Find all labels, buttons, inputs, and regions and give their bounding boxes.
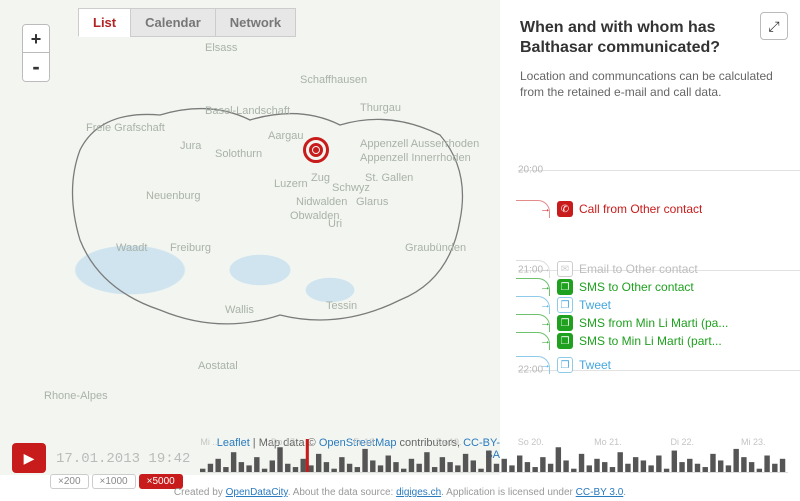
event-label: SMS from Min Li Marti (pa...	[579, 316, 728, 330]
event-type-icon: ❐	[557, 315, 573, 331]
timeline-tick-label: 20:00	[518, 165, 543, 176]
timeline-event[interactable]: →❐SMS from Min Li Marti (pa...	[540, 314, 792, 332]
opendatacity-link[interactable]: OpenDataCity	[226, 487, 288, 498]
region-label: Zug	[311, 172, 330, 184]
zoom-control: + -	[22, 24, 50, 82]
event-label: SMS to Other contact	[579, 280, 694, 294]
region-label: Wallis	[225, 304, 254, 316]
region-label: Nidwalden	[296, 196, 347, 208]
credits-text: . Application is licensed under	[441, 487, 576, 498]
histogram-day-label: Do 17.	[271, 437, 298, 447]
timeline-event[interactable]: →❐Tweet	[540, 356, 792, 374]
region-label: Schwyz	[332, 182, 370, 194]
playback-bar: ▶ 17.01.2013 19:42 Mi ... Do 17. Fr 18. Sa …	[12, 437, 788, 473]
zoom-out-button[interactable]: -	[23, 53, 49, 81]
timeline-event[interactable]: →❐Tweet	[540, 296, 792, 314]
region-label: Rhone-Alpes	[44, 390, 108, 402]
credits-text: . About the data source:	[288, 487, 396, 498]
region-label: Solothurn	[215, 148, 262, 160]
datasource-link[interactable]: digiges.ch	[396, 487, 441, 498]
region-label: Waadt	[116, 242, 147, 254]
timeline-event[interactable]: →❐SMS to Other contact	[540, 278, 792, 296]
timeline-event[interactable]: →✆Call from Other contact	[540, 200, 792, 218]
region-label: Tessin	[326, 300, 357, 312]
histogram-day-label: Sa 19.	[435, 437, 461, 447]
region-label: Schaffhausen	[300, 74, 367, 86]
credits: Created by OpenDataCity. About the data …	[0, 487, 800, 501]
histogram-day-label: Fr 18.	[353, 437, 377, 447]
region-label: Aostatal	[198, 360, 238, 372]
histogram-day-label: Mi ...	[200, 437, 220, 447]
timestamp-display: 17.01.2013 19:42	[50, 451, 196, 473]
activity-histogram[interactable]: Mi ... Do 17. Fr 18. Sa 19. So 20. Mo 21. Di 2…	[200, 439, 788, 473]
event-type-icon: ❐	[557, 297, 573, 313]
tab-network[interactable]: Network	[215, 8, 296, 37]
region-label: Appenzell Ausserrhoden	[360, 138, 479, 150]
region-label: Thurgau	[360, 102, 401, 114]
histogram-day-label: Mi 23.	[741, 437, 766, 447]
region-label: Freiburg	[170, 242, 211, 254]
view-tabs: List Calendar Network	[78, 8, 295, 37]
event-type-icon: ✆	[557, 201, 573, 217]
event-label: SMS to Min Li Marti (part...	[579, 334, 722, 348]
event-label: Tweet	[579, 298, 611, 312]
zoom-in-button[interactable]: +	[23, 25, 49, 53]
event-label: Email to Other contact	[579, 262, 698, 276]
region-label: Luzern	[274, 178, 308, 190]
event-type-icon: ❐	[557, 333, 573, 349]
region-label: Glarus	[356, 196, 388, 208]
region-label: Jura	[180, 140, 201, 152]
timeline-event[interactable]: →✉Email to Other contact	[540, 260, 792, 278]
location-marker	[303, 137, 329, 163]
region-label: Obwalden	[290, 210, 340, 222]
histogram-day-label: Mo 21.	[594, 437, 622, 447]
histogram-day-label: So 20.	[518, 437, 544, 447]
timeline-gridline	[518, 170, 800, 171]
event-type-icon: ✉	[557, 261, 573, 277]
credits-text: .	[623, 487, 626, 498]
region-label: Freie Grafschaft	[86, 122, 165, 134]
region-label: St. Gallen	[365, 172, 413, 184]
region-label: Appenzell Innerrhoden	[360, 152, 471, 164]
play-button[interactable]: ▶	[12, 443, 46, 473]
event-type-icon: ❐	[557, 357, 573, 373]
histogram-day-label: Di 22.	[670, 437, 694, 447]
region-label: Elsass	[205, 42, 237, 54]
tab-list[interactable]: List	[78, 8, 131, 37]
event-timeline: 20:0021:0022:00→✆Call from Other contact…	[500, 140, 800, 440]
event-label: Tweet	[579, 358, 611, 372]
fullscreen-button[interactable]: ⤢	[760, 12, 788, 40]
tab-calendar[interactable]: Calendar	[130, 8, 216, 37]
map-container[interactable]: Elsass Schaffhausen Basel-Landschaft Thurga…	[0, 0, 500, 475]
region-label: Basel-Landschaft	[205, 105, 290, 117]
event-type-icon: ❐	[557, 279, 573, 295]
region-label: Uri	[328, 218, 342, 230]
region-label: Neuenburg	[146, 190, 200, 202]
region-label: Aargau	[268, 130, 303, 142]
side-subtitle: Location and communcations can be calcul…	[520, 68, 784, 100]
credits-text: Created by	[174, 487, 226, 498]
timeline-event[interactable]: →❐SMS to Min Li Marti (part...	[540, 332, 792, 350]
event-label: Call from Other contact	[579, 202, 702, 216]
ccby-link[interactable]: CC-BY 3.0	[576, 487, 624, 498]
region-label: Graubünden	[405, 242, 466, 254]
side-title: When and with whom has Balthasar communi…	[520, 18, 784, 58]
